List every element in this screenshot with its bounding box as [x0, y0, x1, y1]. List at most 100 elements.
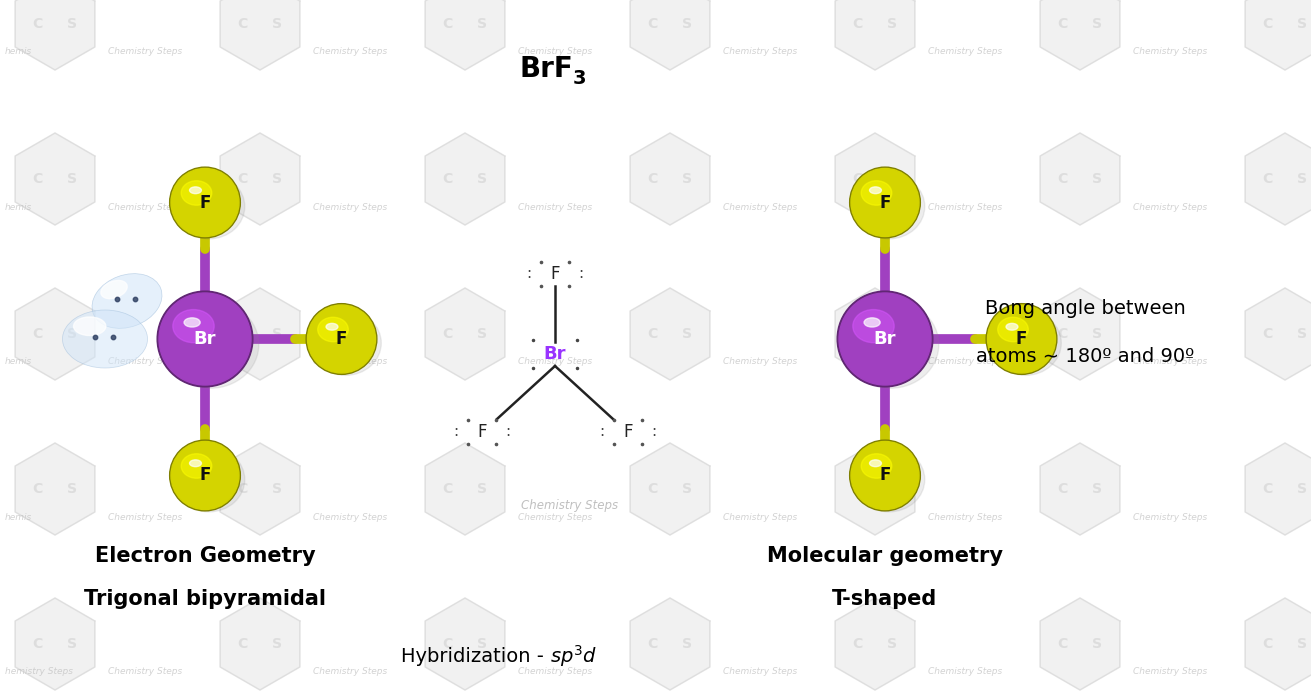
Text: S: S: [67, 17, 77, 31]
Polygon shape: [1245, 133, 1311, 225]
Text: S: S: [1298, 327, 1307, 341]
Polygon shape: [425, 598, 505, 690]
Ellipse shape: [869, 460, 881, 466]
Ellipse shape: [181, 180, 212, 205]
Text: C: C: [648, 172, 658, 186]
Text: F: F: [623, 423, 633, 441]
Text: S: S: [1092, 17, 1103, 31]
Text: Chemistry Steps: Chemistry Steps: [722, 668, 797, 677]
Text: S: S: [273, 482, 283, 496]
Polygon shape: [631, 288, 709, 380]
Text: F: F: [1016, 330, 1028, 348]
Text: S: S: [888, 17, 898, 31]
Text: S: S: [888, 482, 898, 496]
Text: BrF: BrF: [520, 55, 574, 83]
Text: S: S: [683, 172, 692, 186]
Text: C: C: [33, 172, 43, 186]
Text: C: C: [1058, 327, 1067, 341]
Text: S: S: [1092, 327, 1103, 341]
Text: Chemistry Steps: Chemistry Steps: [108, 357, 182, 366]
Polygon shape: [16, 598, 94, 690]
Text: S: S: [1298, 482, 1307, 496]
Circle shape: [850, 440, 920, 511]
Text: C: C: [237, 482, 248, 496]
Ellipse shape: [869, 187, 881, 194]
Text: C: C: [648, 17, 658, 31]
Text: :: :: [506, 425, 510, 439]
Text: S: S: [888, 172, 898, 186]
Text: hemis: hemis: [5, 47, 33, 56]
Text: S: S: [1298, 172, 1307, 186]
Text: C: C: [1058, 17, 1067, 31]
Polygon shape: [1040, 133, 1120, 225]
Circle shape: [986, 304, 1057, 374]
Text: F: F: [199, 194, 211, 212]
Ellipse shape: [853, 447, 924, 512]
Text: Chemistry Steps: Chemistry Steps: [1133, 203, 1207, 212]
Text: S: S: [477, 327, 488, 341]
Polygon shape: [425, 0, 505, 70]
Text: C: C: [442, 637, 452, 651]
Text: Chemistry Steps: Chemistry Steps: [1133, 668, 1207, 677]
Text: C: C: [33, 327, 43, 341]
Text: F: F: [199, 466, 211, 484]
Polygon shape: [425, 133, 505, 225]
Text: C: C: [1262, 482, 1273, 496]
Circle shape: [159, 293, 250, 385]
Text: Chemistry Steps: Chemistry Steps: [313, 203, 387, 212]
Polygon shape: [1245, 0, 1311, 70]
Polygon shape: [835, 0, 915, 70]
Text: S: S: [1092, 482, 1103, 496]
Text: S: S: [683, 17, 692, 31]
Text: S: S: [888, 637, 898, 651]
Text: :: :: [578, 266, 583, 282]
Ellipse shape: [173, 310, 214, 343]
Text: S: S: [477, 172, 488, 186]
Text: S: S: [67, 637, 77, 651]
Text: S: S: [273, 17, 283, 31]
Polygon shape: [631, 0, 709, 70]
Text: C: C: [1262, 637, 1273, 651]
Text: C: C: [442, 327, 452, 341]
Text: $\mathit{sp}^3\mathit{d}$: $\mathit{sp}^3\mathit{d}$: [551, 643, 597, 669]
Text: :: :: [652, 425, 657, 439]
Text: Chemistry Steps: Chemistry Steps: [722, 203, 797, 212]
Text: :: :: [527, 266, 531, 282]
Circle shape: [987, 305, 1055, 373]
Text: Chemistry Steps: Chemistry Steps: [108, 512, 182, 521]
Polygon shape: [631, 443, 709, 535]
Polygon shape: [16, 288, 94, 380]
Polygon shape: [1040, 0, 1120, 70]
Text: atoms ∼ 180º and 90º: atoms ∼ 180º and 90º: [975, 346, 1194, 366]
Ellipse shape: [317, 317, 349, 341]
Ellipse shape: [326, 323, 338, 330]
Text: Br: Br: [873, 330, 897, 348]
Ellipse shape: [163, 301, 258, 388]
Ellipse shape: [190, 460, 202, 466]
Text: S: S: [67, 482, 77, 496]
Ellipse shape: [181, 454, 212, 478]
Polygon shape: [835, 443, 915, 535]
Ellipse shape: [990, 311, 1062, 375]
Text: Hybridization -: Hybridization -: [401, 647, 551, 666]
Text: S: S: [683, 637, 692, 651]
Text: Chemistry Steps: Chemistry Steps: [1133, 512, 1207, 521]
Ellipse shape: [190, 187, 202, 194]
Circle shape: [838, 291, 933, 387]
Polygon shape: [1040, 443, 1120, 535]
Text: :: :: [599, 425, 604, 439]
Text: C: C: [33, 17, 43, 31]
Text: C: C: [442, 17, 452, 31]
Text: S: S: [1092, 637, 1103, 651]
Polygon shape: [835, 598, 915, 690]
Text: C: C: [852, 172, 863, 186]
Text: C: C: [852, 17, 863, 31]
Text: C: C: [1262, 172, 1273, 186]
Text: C: C: [33, 637, 43, 651]
Text: Chemistry Steps: Chemistry Steps: [928, 512, 1002, 521]
Text: :: :: [454, 425, 459, 439]
Text: S: S: [1092, 172, 1103, 186]
Circle shape: [170, 441, 239, 509]
Ellipse shape: [861, 180, 891, 205]
Circle shape: [170, 169, 239, 237]
